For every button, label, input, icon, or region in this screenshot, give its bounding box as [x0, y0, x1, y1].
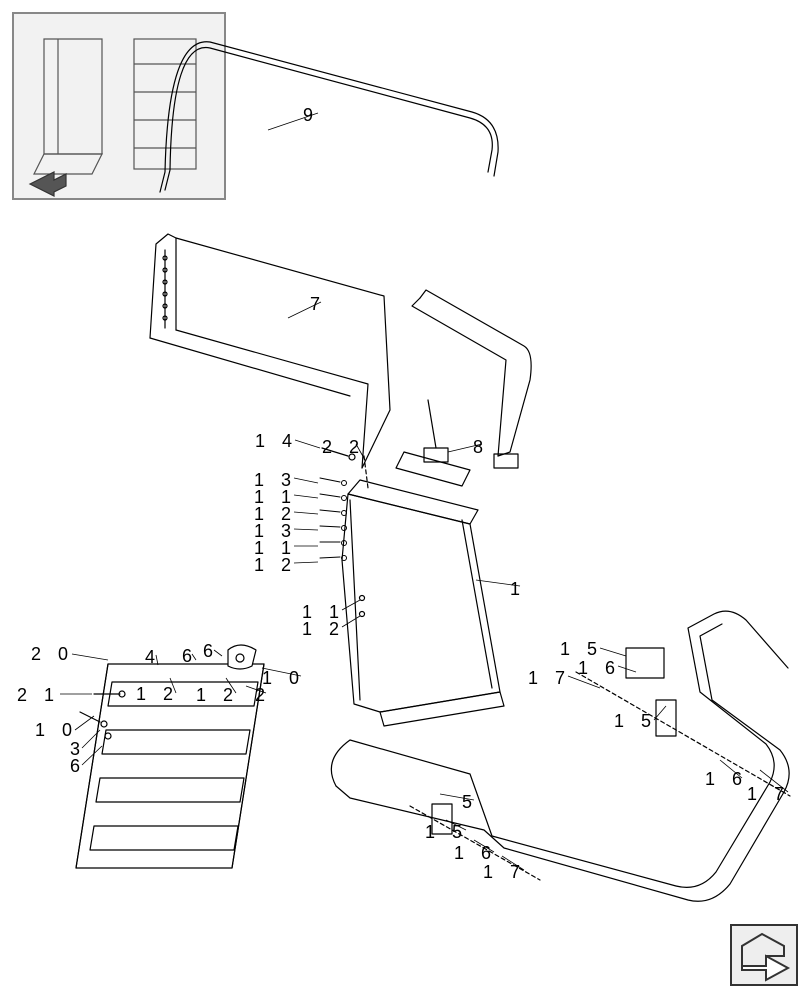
callout-12e: 1 2	[196, 685, 239, 706]
callout-14: 1 4	[255, 431, 298, 452]
callout-22: 2 2	[322, 437, 365, 458]
callout-1: 1	[510, 579, 526, 600]
callout-16c: 1 6	[454, 843, 497, 864]
callout-15b: 1 5	[614, 711, 657, 732]
callout-5: 5	[462, 792, 478, 813]
callout-17c: 1 7	[483, 862, 526, 883]
callout-6b: 6	[203, 641, 219, 662]
callout-16a: 1 6	[578, 658, 621, 679]
callout-2: 2	[255, 685, 271, 706]
callout-8: 8	[473, 437, 489, 458]
callout-16b: 1 6	[705, 769, 748, 790]
callout-12b: 1 2	[254, 555, 297, 576]
callout-7: 7	[310, 294, 326, 315]
callout-6c: 6	[70, 756, 86, 777]
callout-20: 2 0	[31, 644, 74, 665]
callout-17a: 1 7	[528, 668, 571, 689]
main-drawing	[0, 0, 812, 1000]
diagram-canvas: 971 42 281 31 11 21 31 11 211 11 22 0466…	[0, 0, 812, 1000]
callout-12c: 1 2	[302, 619, 345, 640]
callout-17b: 1 7	[747, 784, 790, 805]
callout-6a: 6	[182, 646, 198, 667]
callout-4: 4	[145, 647, 161, 668]
callout-12d: 1 2	[136, 684, 179, 705]
callout-15c: 1 5	[425, 822, 468, 843]
callout-21: 2 1	[17, 685, 60, 706]
corner-nav-icon	[730, 924, 798, 986]
callout-9: 9	[303, 105, 319, 126]
callout-15a: 1 5	[560, 639, 603, 660]
callout-10b: 1 0	[35, 720, 78, 741]
